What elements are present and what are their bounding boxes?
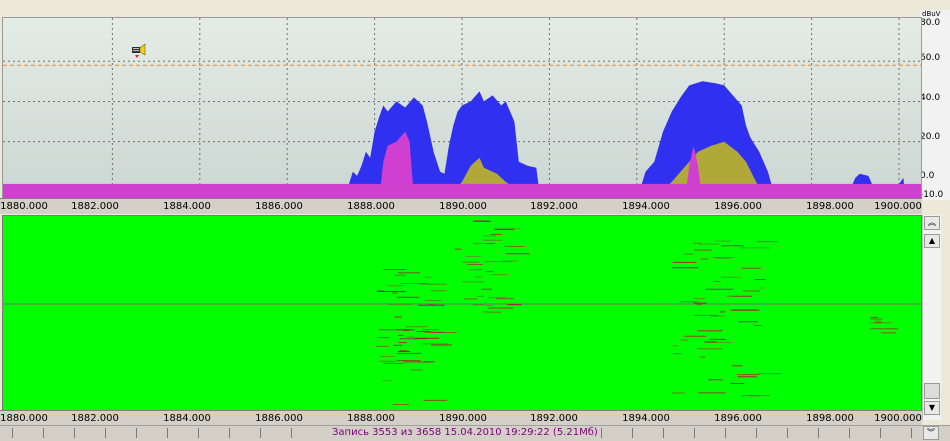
spectrum-plot: [3, 18, 921, 199]
scroll-to-bottom-button[interactable]: ︾: [923, 426, 939, 440]
frequency-tick-label: 1898.000: [806, 201, 854, 212]
speaker-marker-icon[interactable]: [131, 43, 151, 59]
status-bar-separator: [756, 428, 757, 438]
status-bar-separator: [43, 428, 44, 438]
frequency-tick-label: 1888.000: [347, 201, 395, 212]
level-tick-label: 40.0: [920, 93, 941, 103]
level-tick-label: 60.0: [920, 53, 941, 63]
frequency-tick-label: 1880.000: [0, 413, 48, 424]
waterfall-plot: [3, 220, 921, 405]
level-axis-unit: dBuV: [922, 10, 941, 18]
status-bar-separator: [198, 428, 199, 438]
frequency-tick-label: 1886.000: [255, 201, 303, 212]
level-tick-label: -10.0: [920, 190, 944, 200]
frequency-tick-label: 1880.000: [0, 201, 48, 212]
status-bar-separator: [787, 428, 788, 438]
double-chevron-up-icon: ︽: [928, 218, 936, 227]
frequency-tick-label: 1894.000: [622, 201, 670, 212]
scroll-to-top-button[interactable]: ︽: [924, 216, 940, 230]
frequency-tick-label: 1900.000: [874, 413, 922, 424]
status-bar: Запись 3553 из 3658 15.04.2010 19:29:22 …: [0, 425, 950, 441]
frequency-tick-label: 1890.000: [439, 201, 487, 212]
status-bar-separator: [167, 428, 168, 438]
double-chevron-down-icon: ︾: [927, 428, 935, 437]
status-bar-separator: [601, 428, 602, 438]
scroll-up-button[interactable]: ▲: [924, 234, 940, 248]
waterfall-panel[interactable]: [2, 215, 922, 412]
status-bar-separator: [911, 428, 912, 438]
frequency-tick-label: 1892.000: [530, 413, 578, 424]
status-bar-separator: [725, 428, 726, 438]
frequency-axis-bottom: 1880.000 1882.000 1884.000 1886.000 1888…: [0, 410, 922, 426]
status-bar-separator: [105, 428, 106, 438]
status-bar-separator: [136, 428, 137, 438]
record-status-text: Запись 3553 из 3658 15.04.2010 19:29:22 …: [332, 427, 598, 438]
status-bar-separator: [74, 428, 75, 438]
status-bar-separator: [694, 428, 695, 438]
scroll-down-button[interactable]: ▼: [924, 401, 940, 415]
level-tick-label: 20.0: [920, 132, 941, 142]
status-bar-separator: [632, 428, 633, 438]
level-axis: dBuV 80.0 60.0 40.0 20.0 0.0 -10.0: [920, 10, 950, 200]
status-bar-separator: [663, 428, 664, 438]
frequency-tick-label: 1886.000: [255, 413, 303, 424]
frequency-tick-label: 1890.000: [439, 413, 487, 424]
frequency-tick-label: 1896.000: [714, 201, 762, 212]
current-trace-floor: [3, 183, 921, 199]
scroll-thumb[interactable]: [924, 383, 940, 399]
triangle-down-icon: ▼: [928, 403, 936, 412]
frequency-axis-top: 1880.000 1882.000 1884.000 1886.000 1888…: [0, 198, 922, 214]
frequency-tick-label: 1882.000: [71, 201, 119, 212]
level-tick-label: 0.0: [920, 171, 935, 181]
frequency-tick-label: 1892.000: [530, 201, 578, 212]
triangle-up-icon: ▲: [928, 236, 936, 245]
level-tick-label: 80.0: [920, 18, 941, 28]
frequency-tick-label: 1882.000: [71, 413, 119, 424]
status-bar-separator: [880, 428, 881, 438]
status-bar-separator: [849, 428, 850, 438]
frequency-tick-label: 1898.000: [806, 413, 854, 424]
spectrum-panel[interactable]: [2, 17, 922, 200]
status-bar-separator: [12, 428, 13, 438]
status-bar-separator: [291, 428, 292, 438]
frequency-tick-label: 1884.000: [163, 201, 211, 212]
frequency-tick-label: 1896.000: [714, 413, 762, 424]
frequency-tick-label: 1894.000: [622, 413, 670, 424]
status-bar-separator: [229, 428, 230, 438]
frequency-tick-label: 1884.000: [163, 413, 211, 424]
frequency-tick-label: 1900.000: [874, 201, 922, 212]
status-bar-separator: [818, 428, 819, 438]
frequency-tick-label: 1888.000: [347, 413, 395, 424]
waterfall-scrollbar[interactable]: ︽ ▲ ▼: [922, 215, 941, 420]
status-bar-separator: [260, 428, 261, 438]
